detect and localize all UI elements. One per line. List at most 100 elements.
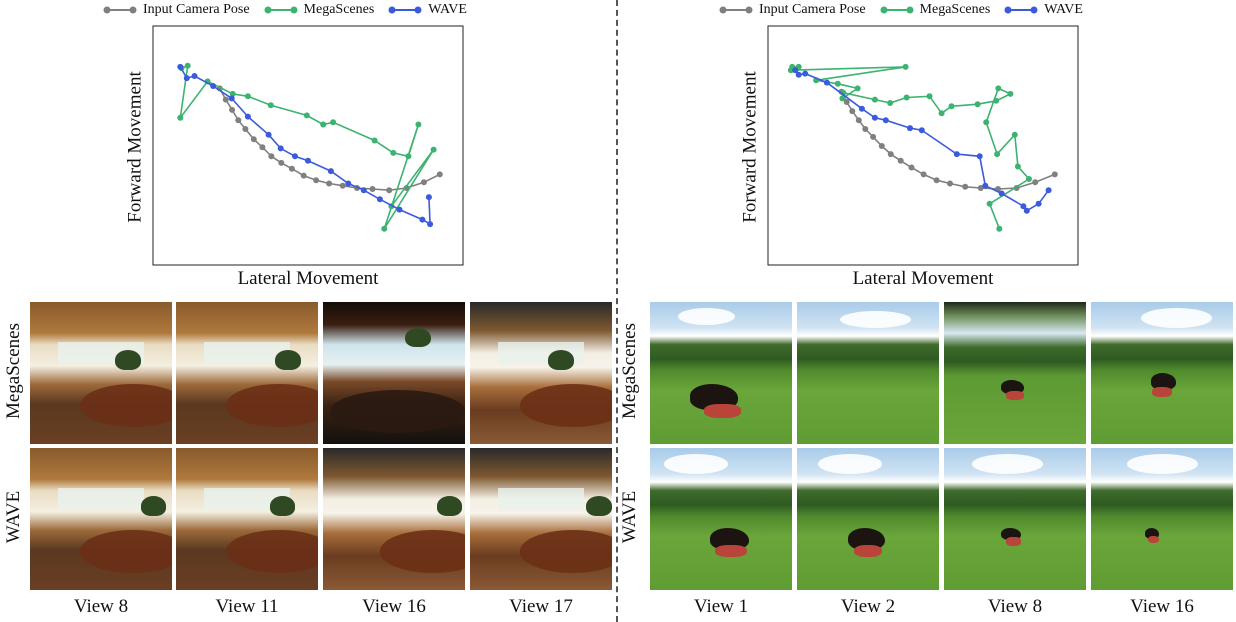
data-point-megascenes: [381, 225, 388, 232]
data-point-megascenes: [320, 121, 327, 128]
x-axis-label: Lateral Movement: [852, 268, 994, 289]
y-axis-label: Forward Movement: [739, 71, 761, 223]
data-point-megascenes: [871, 96, 878, 103]
data-point-input-camera-pose: [870, 133, 877, 140]
data-point-wave: [228, 95, 235, 102]
data-point-input-camera-pose: [420, 179, 427, 186]
plot-frame: [767, 25, 1079, 266]
thumbnail-image: [30, 448, 172, 590]
data-point-megascenes: [405, 153, 412, 160]
data-point-wave: [823, 79, 830, 86]
data-point-input-camera-pose: [222, 96, 229, 103]
thumbnail-image: [944, 448, 1086, 590]
data-point-megascenes: [887, 100, 894, 106]
thumbnail-image: [1091, 448, 1233, 590]
data-point-wave: [858, 105, 865, 112]
series-line-input-camera-pose: [840, 91, 1056, 190]
legend-label: Input Camera Pose: [143, 2, 250, 17]
series-line-wave: [179, 66, 431, 226]
data-point-input-camera-pose: [259, 144, 266, 151]
legend-swatch-green: [880, 6, 914, 14]
data-point-input-camera-pose: [229, 106, 236, 113]
data-point-megascenes: [1007, 90, 1014, 97]
data-point-input-camera-pose: [278, 159, 285, 166]
data-point-megascenes: [948, 103, 955, 110]
data-point-wave: [210, 83, 217, 89]
data-point-wave: [292, 153, 298, 160]
row-label-megascenes: MegaScenes: [3, 322, 24, 420]
data-point-megascenes: [839, 95, 846, 102]
trajectory-plot-right: [767, 25, 1079, 266]
data-point-wave: [918, 127, 925, 134]
data-point-wave: [419, 216, 426, 223]
data-point-wave: [1035, 200, 1042, 207]
legend-label: MegaScenes: [919, 2, 991, 17]
series-line-megascenes: [790, 66, 1031, 229]
data-point-megascenes: [267, 102, 274, 109]
thumbnail-image: [30, 302, 172, 444]
data-point-megascenes: [994, 151, 1001, 158]
thumbnail-image: [323, 302, 465, 444]
data-point-wave: [345, 180, 352, 187]
data-point-wave: [376, 196, 383, 203]
legend-item-megascenes: MegaScenes: [880, 2, 991, 18]
view-label: View 2: [840, 596, 896, 617]
legend-item-megascenes: MegaScenes: [264, 2, 374, 18]
data-point-wave: [1020, 203, 1027, 210]
legend-swatch-blue: [388, 6, 422, 14]
data-point-input-camera-pose: [250, 136, 257, 143]
data-point-megascenes: [938, 110, 945, 117]
data-point-wave: [982, 182, 989, 189]
data-point-megascenes: [983, 119, 990, 126]
thumbnail-image: [470, 302, 612, 444]
thumbnail-image: [797, 448, 939, 590]
thumbnail-image: [650, 302, 792, 444]
data-point-wave: [1023, 207, 1030, 214]
x-axis-label: Lateral Movement: [237, 268, 379, 289]
view-label: View 1: [693, 596, 749, 617]
data-point-wave: [427, 221, 434, 228]
thumbnail-image: [323, 448, 465, 590]
data-point-wave: [871, 114, 878, 121]
data-point-megascenes: [902, 63, 909, 70]
data-point-wave: [265, 131, 272, 138]
data-point-megascenes: [926, 93, 933, 100]
data-point-megascenes: [303, 112, 310, 119]
thumbnail-image: [1091, 302, 1233, 444]
data-point-input-camera-pose: [887, 151, 894, 158]
thumbnail-image: [470, 448, 612, 590]
data-point-megascenes: [415, 121, 422, 128]
data-point-input-camera-pose: [878, 143, 885, 149]
data-point-wave: [802, 70, 809, 77]
legend-swatch-blue: [1004, 6, 1038, 14]
left-panel: Input Camera Pose MegaScenes WAVE Forwar…: [3, 0, 612, 617]
data-point-wave: [425, 194, 432, 201]
legend-left: Input Camera Pose MegaScenes WAVE: [103, 0, 481, 20]
legend-label: WAVE: [428, 2, 467, 17]
data-point-wave: [998, 190, 1005, 197]
data-point-input-camera-pose: [843, 99, 850, 105]
right-panel: Input Camera Pose MegaScenes WAVE Forwar…: [618, 0, 1236, 622]
thumbnail-image: [944, 302, 1086, 444]
data-point-megascenes: [430, 146, 437, 153]
data-point-input-camera-pose: [369, 186, 376, 192]
data-point-wave: [907, 125, 913, 132]
data-point-wave: [244, 113, 251, 120]
data-point-wave: [953, 151, 960, 158]
view-label: View 11: [215, 596, 279, 617]
data-point-megascenes: [974, 101, 981, 108]
data-point-input-camera-pose: [977, 185, 984, 191]
legend-right: Input Camera Pose MegaScenes WAVE: [719, 0, 1097, 20]
data-point-wave: [396, 206, 403, 213]
data-point-wave: [1045, 187, 1052, 194]
data-point-megascenes: [854, 85, 861, 92]
plot-frame: [152, 25, 464, 266]
data-point-megascenes: [834, 80, 841, 87]
data-point-input-camera-pose: [288, 165, 295, 172]
legend-item-input-camera-pose: Input Camera Pose: [103, 2, 250, 18]
thumbnail-image: [797, 302, 939, 444]
data-point-wave: [183, 75, 190, 82]
legend-item-wave: WAVE: [1004, 2, 1083, 18]
data-point-input-camera-pose: [862, 126, 869, 132]
legend-item-input-camera-pose: Input Camera Pose: [719, 2, 866, 18]
